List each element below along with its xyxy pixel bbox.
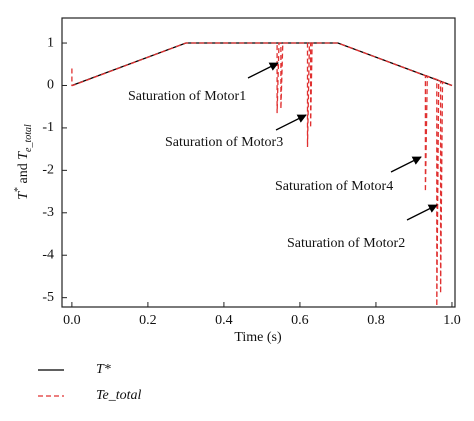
y-tick-label: -4: [42, 247, 54, 262]
x-tick-label: 0.6: [291, 313, 309, 328]
x-axis-label: Time (s): [234, 330, 282, 345]
annotation: Saturation of Motor4: [275, 179, 393, 194]
annotation: Saturation of Motor1: [128, 89, 246, 104]
y-tick-label: 0: [47, 78, 54, 93]
annotation-arrow: [406, 204, 438, 221]
legend-label: T*: [96, 362, 111, 377]
y-tick-label: -3: [42, 205, 54, 220]
legend-label: Te_total: [96, 388, 141, 403]
annotation-arrow: [247, 62, 279, 79]
y-label-part: *: [13, 187, 24, 192]
series-line: [71, 42, 453, 307]
x-tick-label: 1.0: [443, 313, 461, 328]
x-tick-label: 0.2: [139, 313, 157, 328]
y-label-part: e_total: [23, 124, 34, 152]
x-tick-label: 0.8: [367, 313, 385, 328]
annotation: Saturation of Motor3: [165, 135, 283, 150]
annotation: Saturation of Motor2: [287, 236, 405, 251]
y-tick-label: -1: [42, 120, 54, 135]
y-label-part: and: [16, 160, 31, 187]
annotation-arrow: [275, 114, 307, 131]
y-tick-label: -5: [42, 290, 54, 305]
y-tick-label: -2: [42, 163, 54, 178]
x-tick-label: 0.0: [63, 313, 81, 328]
y-label-part: T: [16, 151, 31, 160]
y-label-part: T: [16, 191, 31, 200]
y-axis-label: T* and Te_total: [13, 124, 34, 200]
annotation-arrow: [390, 156, 422, 173]
y-tick-label: 1: [47, 35, 54, 50]
x-tick-label: 0.4: [215, 313, 233, 328]
plot-frame: [61, 17, 456, 308]
